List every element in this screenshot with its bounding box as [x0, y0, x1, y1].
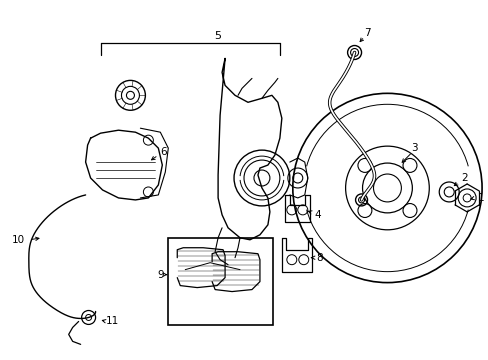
Text: 7: 7	[364, 28, 370, 37]
Text: 1: 1	[477, 193, 484, 203]
Text: 8: 8	[316, 253, 323, 263]
Text: 9: 9	[157, 270, 163, 280]
Bar	[168, 238, 272, 325]
Text: 10: 10	[12, 235, 25, 245]
Text: 3: 3	[410, 143, 417, 153]
Text: 2: 2	[460, 173, 467, 183]
Text: 6: 6	[160, 147, 166, 157]
Text: 4: 4	[314, 210, 321, 220]
Text: 5: 5	[214, 31, 221, 41]
Text: 11: 11	[106, 316, 119, 327]
